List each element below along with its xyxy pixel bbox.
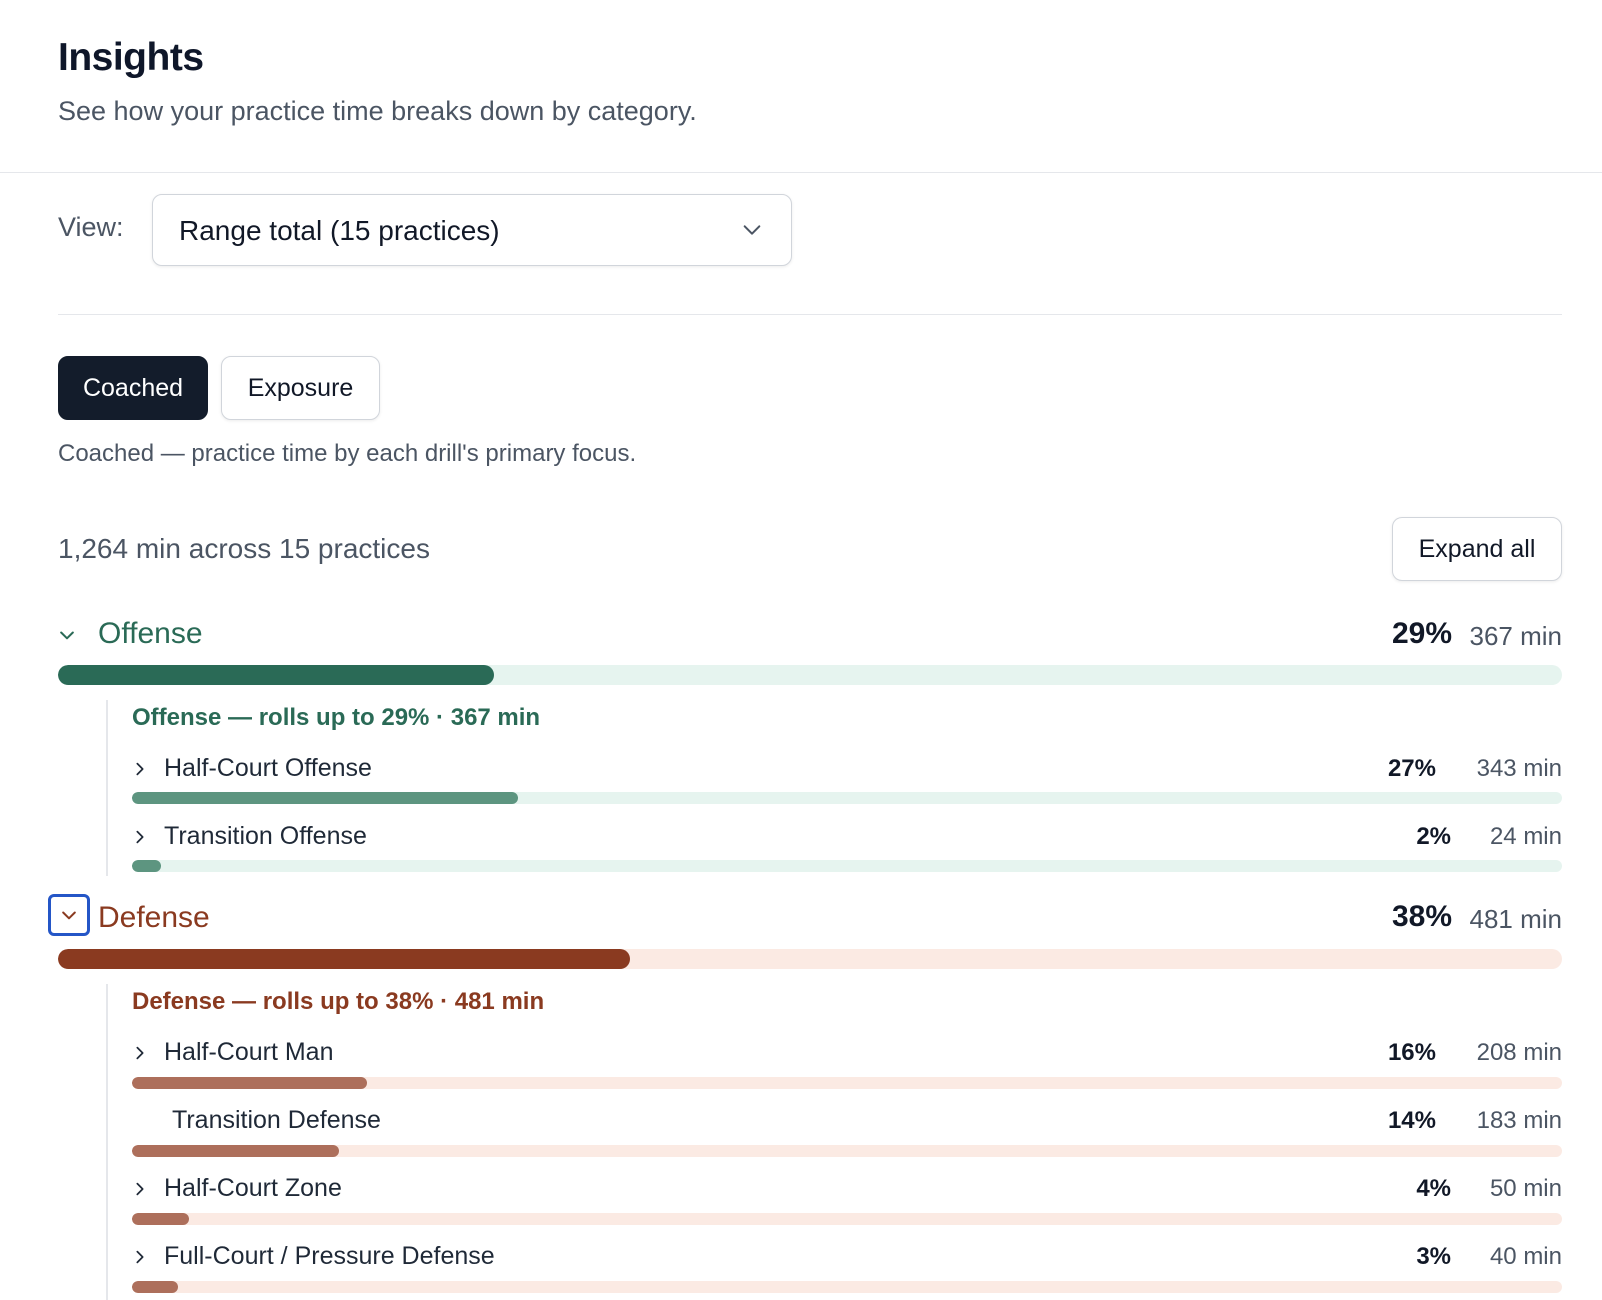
section-divider: [58, 314, 1562, 315]
expand-all-button[interactable]: Expand all: [1392, 517, 1562, 581]
defense-bar-fill: [58, 949, 630, 969]
chevron-right-icon[interactable]: [132, 829, 148, 845]
defense-bar-track: [58, 949, 1562, 969]
subcategory-pct: 14%: [1387, 1107, 1436, 1134]
category-name-defense: Defense: [98, 901, 210, 934]
offense-bar-track: [58, 665, 1562, 685]
subcategory-pct: 27%: [1387, 755, 1436, 782]
subcategory-bar-fill: [132, 1281, 178, 1293]
defense-rollup-text: Defense — rolls up to 38% · 481 min: [132, 988, 545, 1015]
subcategory-name[interactable]: Half-Court Offense: [164, 754, 372, 782]
category-name-offense: Offense: [98, 617, 203, 650]
subcategory-pct: 3%: [1416, 1243, 1451, 1270]
subcategory-minutes: 183 min: [1476, 1107, 1562, 1134]
subcategory-pct: 16%: [1387, 1039, 1436, 1066]
subcategory-bar-fill: [132, 1213, 190, 1225]
page-title: Insights: [58, 36, 204, 79]
category-pct-offense: 29%: [1391, 617, 1452, 650]
page-subtitle: See how your practice time breaks down b…: [58, 96, 697, 126]
defense-rollup-line: [106, 984, 108, 1300]
chevron-down-icon: [743, 225, 761, 235]
chevron-right-icon[interactable]: [132, 1181, 148, 1197]
summary-text: 1,264 min across 15 practices: [58, 533, 430, 564]
subcategory-bar-track: [132, 1145, 1562, 1157]
subcategory-bar-fill: [132, 860, 161, 872]
chevron-right-icon[interactable]: [132, 1045, 148, 1061]
offense-rollup-text: Offense — rolls up to 29% · 367 min: [132, 704, 541, 731]
subcategory-name[interactable]: Half-Court Man: [164, 1038, 334, 1066]
subcategory-name[interactable]: Transition Offense: [164, 822, 367, 850]
subcategory-bar-track: [132, 1077, 1562, 1089]
subcategory-minutes: 24 min: [1489, 823, 1562, 850]
subcategory-bar-fill: [132, 792, 519, 804]
offense-bar-fill: [58, 665, 495, 685]
category-minutes-offense: 367 min: [1469, 621, 1563, 651]
exposure-button[interactable]: Exposure: [221, 356, 380, 420]
subcategory-minutes: 40 min: [1489, 1243, 1562, 1270]
view-select[interactable]: Range total (15 practices): [152, 194, 792, 266]
category-pct-defense: 38%: [1391, 900, 1452, 933]
mode-description: Coached — practice time by each drill's …: [58, 440, 637, 467]
subcategory-bar-track: [132, 1281, 1562, 1293]
subcategory-minutes: 343 min: [1476, 755, 1562, 782]
subcategory-bar-fill: [132, 1077, 367, 1089]
subcategory-bar-track: [132, 792, 1562, 804]
subcategory-minutes: 50 min: [1489, 1175, 1562, 1202]
page-header: Insights See how your practice time brea…: [0, 0, 1602, 173]
category-minutes-defense: 481 min: [1469, 904, 1563, 934]
subcategory-pct: 4%: [1416, 1175, 1451, 1202]
view-select-value: Range total (15 practices): [179, 215, 500, 246]
offense-rollup-line: [106, 700, 108, 876]
chevron-down-icon: [60, 631, 74, 640]
chevron-right-icon[interactable]: [132, 1249, 148, 1265]
defense-collapse-toggle[interactable]: [48, 894, 90, 936]
subcategory-bar-fill: [132, 1145, 340, 1157]
offense-collapse-toggle[interactable]: [48, 616, 90, 658]
coached-button[interactable]: Coached: [58, 356, 208, 420]
subcategory-pct: 2%: [1416, 823, 1451, 850]
chevron-down-icon: [62, 911, 76, 920]
subcategory-name[interactable]: Half-Court Zone: [164, 1174, 342, 1202]
chevron-right-icon[interactable]: [132, 761, 148, 777]
subcategory-bar-track: [132, 1213, 1562, 1225]
view-label: View:: [58, 212, 124, 242]
subcategory-bar-track: [132, 860, 1562, 872]
subcategory-name[interactable]: Transition Defense: [172, 1106, 381, 1134]
subcategory-name[interactable]: Full-Court / Pressure Defense: [164, 1242, 495, 1270]
subcategory-minutes: 208 min: [1476, 1039, 1562, 1066]
